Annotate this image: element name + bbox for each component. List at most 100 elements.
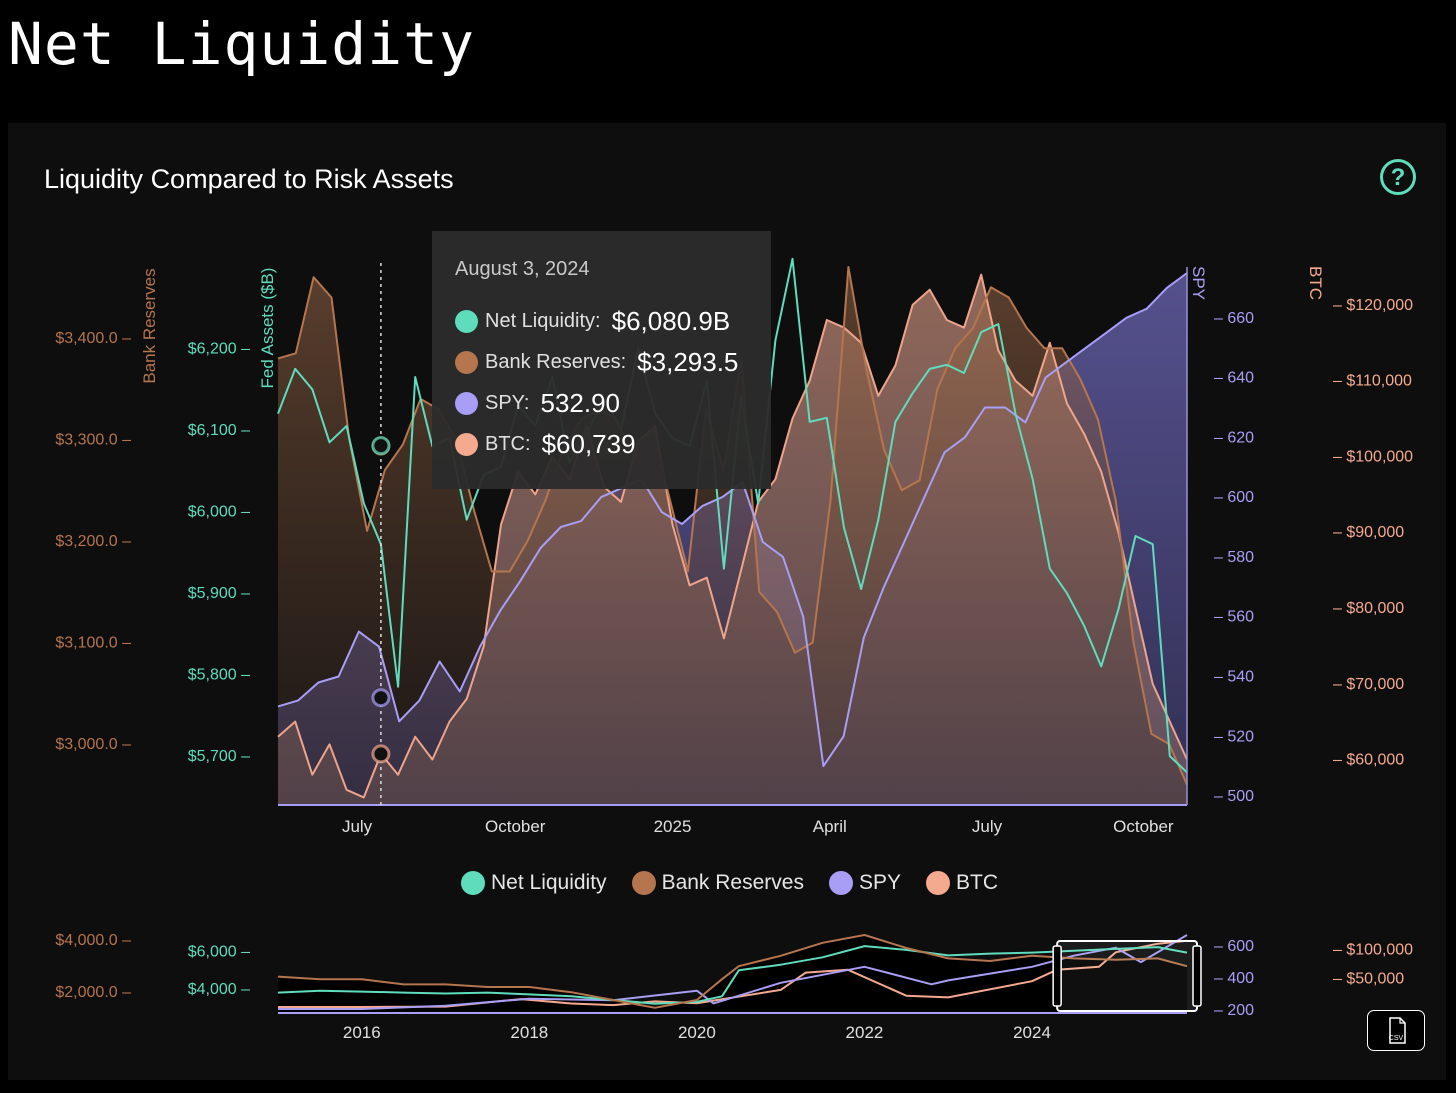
bank-tick-label: $3,000.0 – [55, 736, 131, 753]
spy-tick-label: – 400 [1214, 970, 1254, 987]
spy-tick-label: – 520 [1214, 728, 1254, 745]
brush-handle-right [1192, 945, 1202, 1007]
x-tick-label: October [1113, 817, 1174, 836]
x-tick-label: April [813, 817, 847, 836]
bank-tick-label: $3,200.0 – [55, 533, 131, 550]
fed-tick-label: $4,000 – [188, 981, 250, 998]
tooltip-row-bank-reserves: Bank Reserves: $3,293.5 [455, 347, 738, 377]
spy-tick-label: – 600 [1214, 938, 1254, 955]
fed-tick-label: $6,200 – [188, 341, 250, 358]
spy-tick-label: – 620 [1214, 429, 1254, 446]
bank-reserves-dot-icon [455, 350, 478, 374]
spy-hover-marker [371, 688, 391, 708]
spy-tick-label: – 560 [1214, 609, 1254, 626]
bank-tick-label: $3,100.0 – [55, 635, 131, 652]
x-tick-label: October [485, 817, 546, 836]
tooltip-date: August 3, 2024 [455, 258, 590, 280]
btc-tick-label: – $120,000 [1333, 297, 1413, 314]
navigator-x-tick-label: 2018 [510, 1023, 548, 1042]
x-tick-label: 2025 [654, 817, 692, 836]
spy-tick-label: – 660 [1214, 310, 1254, 327]
net-liquidity-hover-marker [371, 436, 391, 456]
tooltip-label: Net Liquidity: [485, 309, 601, 332]
legend-label: Net Liquidity [491, 871, 607, 894]
fed-tick-label: $6,000 – [188, 944, 250, 961]
btc-tick-label: – $90,000 [1333, 524, 1404, 541]
btc-tick-label: – $100,000 [1333, 941, 1413, 958]
net-liquidity-swatch-icon [461, 871, 485, 895]
fed-assets-axis-title: Fed Assets ($B) [258, 268, 277, 389]
fed-tick-label: $6,000 – [188, 504, 250, 521]
spy-swatch-icon [828, 871, 853, 895]
page-title: Net Liquidity [8, 10, 475, 78]
bank-tick-label: $3,400.0 – [55, 330, 131, 347]
tooltip-row-spy: SPY: 532.90 [455, 388, 620, 418]
bank-reserves-swatch-icon [631, 871, 656, 895]
btc-dot-icon [455, 432, 478, 456]
legend-label: SPY [858, 871, 901, 894]
tooltip-value: 532.90 [540, 387, 621, 418]
fed-tick-label: $6,100 – [188, 422, 250, 439]
tooltip-label: BTC: [485, 432, 531, 455]
btc-tick-label: – $110,000 [1333, 373, 1412, 390]
fed-tick-label: $5,900 – [188, 585, 250, 602]
navigator-brush [1056, 940, 1198, 1012]
bank-tick-label: $3,300.0 – [55, 432, 131, 449]
tooltip-row-net-liquidity: Net Liquidity: $6,080.9B [455, 306, 730, 336]
x-tick-label: July [972, 817, 1003, 836]
fed-tick-label: $5,700 – [188, 748, 250, 765]
tooltip-label: Bank Reserves: [485, 350, 627, 373]
btc-swatch-icon [926, 871, 950, 895]
legend-label: BTC [956, 871, 998, 894]
btc-axis-title: BTC [1306, 266, 1325, 300]
net-liquidity-dot-icon [455, 309, 478, 333]
x-tick-label: July [342, 817, 373, 836]
navigator-x-tick-label: 2022 [846, 1023, 884, 1042]
legend-item-btc[interactable]: BTC [926, 871, 998, 895]
spy-tick-label: – 600 [1214, 489, 1254, 506]
btc-hover-marker [371, 744, 391, 764]
navigator-x-tick-label: 2024 [1013, 1023, 1051, 1042]
navigator-bank-reserves-line [277, 934, 1188, 1009]
file-icon [1389, 1017, 1406, 1044]
bank-tick-label: $2,000.0 – [55, 984, 131, 1001]
btc-tick-label: – $80,000 [1333, 600, 1404, 617]
btc-tick-label: – $50,000 [1333, 970, 1404, 987]
navigator-x-tick-label: 2016 [343, 1023, 381, 1042]
navigator-x-tick-label: 2020 [678, 1023, 716, 1042]
main-chart[interactable]: $3,000.0 – $3,100.0 – $3,200.0 – $3,300.0 –… [8, 123, 1446, 1080]
csv-download-button[interactable]: CSV [1367, 1010, 1425, 1051]
spy-tick-label: – 580 [1214, 549, 1254, 566]
btc-line [277, 273, 1188, 799]
bank-tick-label: $4,000.0 – [55, 932, 131, 949]
navigator-net-liquidity-line [277, 945, 1188, 1005]
brush-handle-left [1052, 945, 1062, 1007]
navigator-area [278, 935, 1187, 1013]
btc-tick-label: – $60,000 [1333, 752, 1404, 769]
bank-reserves-axis-title: Bank Reserves [140, 268, 159, 383]
spy-dot-icon [455, 391, 478, 415]
spy-tick-label: – 640 [1214, 370, 1254, 387]
bank-reserves-area [278, 267, 1187, 805]
legend-label: Bank Reserves [661, 871, 804, 894]
spy-axis-title: SPY [1189, 266, 1208, 300]
spy-tick-label: – 500 [1214, 788, 1254, 805]
card-title: Liquidity Compared to Risk Assets [44, 164, 454, 194]
help-icon[interactable]: ? [1380, 159, 1416, 195]
legend-item-spy[interactable]: SPY [828, 871, 901, 895]
csv-label: CSV [1388, 1035, 1404, 1042]
tooltip-value: $3,293.5 [637, 346, 739, 377]
chart-card: Liquidity Compared to Risk Assets ? $3,0… [8, 123, 1446, 1080]
legend-item-bank-reserves[interactable]: Bank Reserves [631, 871, 804, 895]
spy-tick-label: – 200 [1214, 1002, 1254, 1019]
legend: Net Liquidity Bank Reserves SPY BTC [461, 871, 998, 895]
tooltip-label: SPY: [485, 391, 530, 414]
fed-tick-label: $5,800 – [188, 667, 250, 684]
tooltip-value: $6,080.9B [611, 305, 731, 336]
tooltip-row-btc: BTC: $60,739 [455, 429, 636, 459]
btc-tick-label: – $70,000 [1333, 676, 1404, 693]
tooltip-value: $60,739 [541, 428, 636, 459]
legend-item-net-liquidity[interactable]: Net Liquidity [461, 871, 607, 895]
btc-tick-label: – $100,000 [1333, 448, 1413, 465]
navigator-spy-line [278, 934, 1188, 1010]
